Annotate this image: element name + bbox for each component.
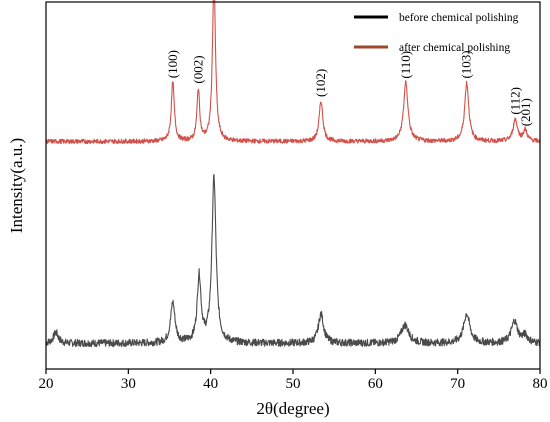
peak-label: (112) [507,87,522,115]
peak-label-group: (100)(002)(101)(102)(110)(103)(112)(201) [165,50,533,126]
x-tick-label: 50 [286,376,301,392]
tick-group: 20 30 40 50 60 70 80 [39,369,548,392]
peak-label: (103) [459,50,474,78]
peak-label: (002) [190,55,205,83]
legend: before chemical polishing after chemical … [354,12,519,54]
x-tick-label: 40 [203,376,218,392]
series-line-1 [45,0,541,145]
series-group [45,0,541,348]
peak-label: (102) [313,69,328,97]
peak-label: (201) [518,98,533,126]
x-tick-label: 80 [533,376,548,392]
x-tick-label: 60 [368,376,383,392]
series-line-0 [45,173,541,348]
legend-label-1: after chemical polishing [399,42,510,54]
x-tick-label: 70 [450,376,465,392]
x-axis-title: 2θ(degree) [256,399,329,418]
x-tick-label: 20 [39,376,54,392]
x-tick-label: 30 [121,376,136,392]
peak-label: (100) [165,50,180,78]
peak-label: (110) [398,51,413,79]
legend-label-0: before chemical polishing [399,12,519,24]
y-axis-title: Intensity(a.u.) [7,138,26,233]
